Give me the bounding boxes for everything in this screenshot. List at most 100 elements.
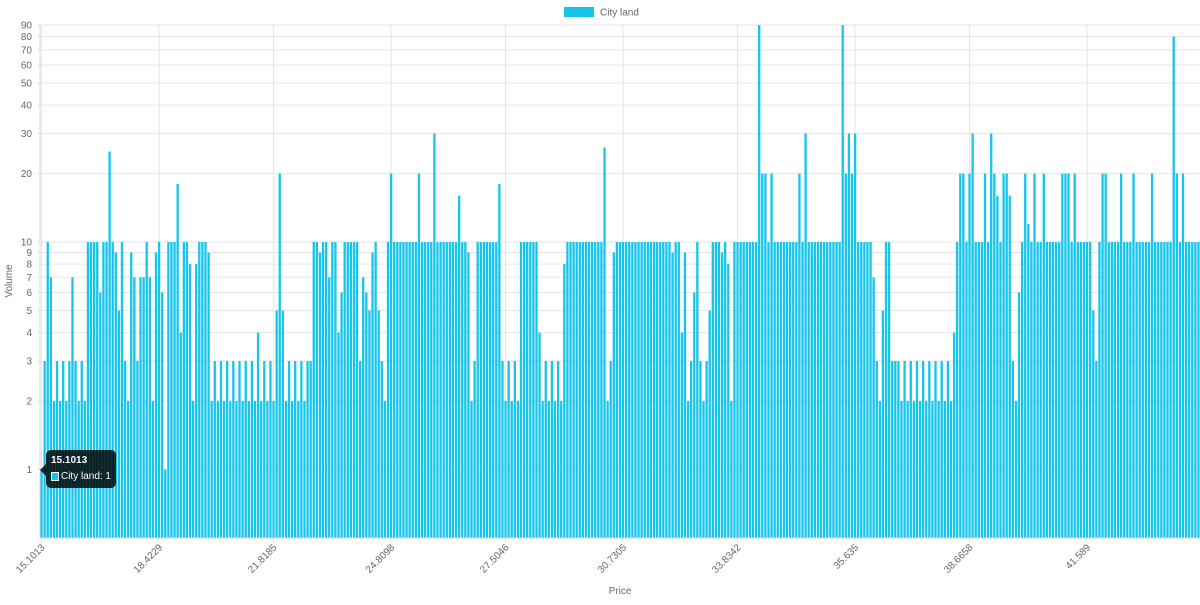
bar xyxy=(754,242,758,538)
bars xyxy=(40,25,1200,539)
bar xyxy=(1051,242,1055,538)
bar xyxy=(968,173,971,538)
bar xyxy=(399,242,402,538)
bar xyxy=(445,242,448,538)
bar xyxy=(887,242,891,538)
tooltip-row: City land: 1 xyxy=(51,471,111,482)
bar xyxy=(414,242,417,538)
bar xyxy=(962,173,965,538)
bar xyxy=(213,361,216,538)
bar xyxy=(956,242,959,538)
bar xyxy=(1147,242,1151,538)
bar xyxy=(176,183,179,539)
bar xyxy=(674,242,677,538)
y-tick-label: 70 xyxy=(21,45,33,56)
bar xyxy=(878,401,881,538)
bar xyxy=(256,332,260,538)
bar xyxy=(631,242,634,538)
bar xyxy=(1110,242,1113,538)
bar xyxy=(683,252,687,538)
bar xyxy=(581,242,585,538)
bar xyxy=(467,252,470,538)
bar xyxy=(662,242,665,538)
bar xyxy=(173,242,176,538)
bar xyxy=(309,361,312,538)
bar xyxy=(1045,242,1049,538)
bar xyxy=(1150,173,1154,538)
bar xyxy=(532,242,535,538)
bar xyxy=(1005,173,1008,538)
bar xyxy=(120,242,124,538)
bar xyxy=(547,401,551,538)
bar xyxy=(1184,242,1188,538)
bar xyxy=(247,401,250,538)
y-tick-label: 30 xyxy=(21,129,33,140)
bar xyxy=(959,173,962,538)
x-tick-label: 27.5046 xyxy=(478,542,512,576)
bar xyxy=(952,332,956,538)
bar xyxy=(349,242,353,538)
bar xyxy=(1039,242,1042,538)
bar xyxy=(934,361,937,538)
bar xyxy=(328,277,331,538)
bar xyxy=(823,242,826,538)
bar xyxy=(773,242,776,538)
bar xyxy=(1030,242,1033,538)
bar xyxy=(659,242,662,538)
bar xyxy=(1076,242,1079,538)
bar xyxy=(1160,242,1163,538)
bar xyxy=(167,242,170,538)
bar xyxy=(92,242,96,538)
bar xyxy=(1011,361,1015,538)
y-tick-label: 1 xyxy=(26,465,32,476)
bar xyxy=(321,242,325,538)
bar xyxy=(640,242,643,538)
bar xyxy=(594,242,597,538)
bar xyxy=(1002,173,1005,538)
bar xyxy=(807,242,810,538)
bar xyxy=(804,133,807,538)
bar xyxy=(433,133,436,538)
bar xyxy=(717,242,721,538)
bar xyxy=(389,173,393,538)
bar xyxy=(918,401,922,538)
bar xyxy=(529,242,532,538)
bar xyxy=(275,310,278,538)
y-tick-label: 9 xyxy=(26,248,32,259)
bar xyxy=(785,242,789,538)
bar xyxy=(235,401,238,538)
bar xyxy=(1064,173,1067,538)
bar xyxy=(668,242,671,538)
bar xyxy=(485,242,489,538)
bar xyxy=(702,401,705,538)
y-tick-label: 4 xyxy=(26,328,32,339)
bar xyxy=(850,173,854,538)
bar xyxy=(157,242,161,538)
bar xyxy=(903,361,906,538)
bar xyxy=(457,195,461,538)
bar xyxy=(423,242,427,538)
bar xyxy=(665,242,668,538)
bar xyxy=(906,401,909,538)
bar xyxy=(1144,242,1148,538)
bar xyxy=(971,133,974,538)
bar xyxy=(897,361,900,538)
bar xyxy=(1055,242,1058,538)
bar xyxy=(1061,173,1064,538)
bar xyxy=(776,242,779,538)
bar xyxy=(727,264,730,538)
bar xyxy=(1101,173,1104,538)
bar xyxy=(111,242,114,538)
tooltip: 15.1013 City land: 1 xyxy=(46,450,116,488)
bar xyxy=(736,242,739,538)
bar xyxy=(89,242,93,538)
bar xyxy=(928,361,931,538)
bar xyxy=(461,242,464,538)
bar xyxy=(788,242,792,538)
legend[interactable]: City land xyxy=(564,7,639,19)
bar xyxy=(1036,242,1039,538)
y-tick-label: 3 xyxy=(26,356,32,367)
bar xyxy=(355,242,359,538)
bar xyxy=(198,242,201,538)
bar xyxy=(439,242,442,538)
